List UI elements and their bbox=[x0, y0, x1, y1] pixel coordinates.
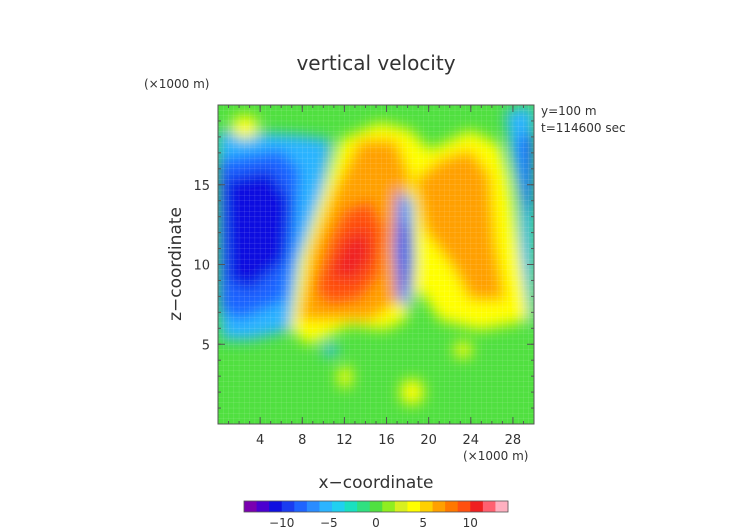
colorbar-swatch bbox=[294, 501, 308, 512]
colorbar-swatch bbox=[457, 501, 471, 512]
y-tick-label: 10 bbox=[193, 259, 210, 274]
axes: 4 8 12 16 20 24 28 5 10 15 bbox=[193, 105, 534, 448]
colorbar-swatch bbox=[495, 501, 509, 512]
colorbar-swatch bbox=[344, 501, 358, 512]
y-unit-label: (×1000 m) bbox=[144, 77, 209, 91]
x-tick-label: 16 bbox=[378, 433, 395, 448]
colorbar-swatch bbox=[319, 501, 333, 512]
x-tick-label: 24 bbox=[463, 433, 480, 448]
x-axis-label: x−coordinate bbox=[319, 473, 434, 493]
colorbar-swatch bbox=[357, 501, 371, 512]
colorbar-swatch bbox=[394, 501, 408, 512]
colorbar-swatch bbox=[269, 501, 283, 512]
x-unit-label: (×1000 m) bbox=[463, 449, 528, 463]
y-tick-label: 15 bbox=[193, 179, 210, 194]
x-tick-label: 28 bbox=[505, 433, 522, 448]
colorbar-tick-label: −5 bbox=[320, 516, 338, 530]
colorbar-swatch bbox=[332, 501, 346, 512]
colorbar-tick-label: 10 bbox=[463, 516, 478, 530]
colorbar-tick-label: 5 bbox=[419, 516, 427, 530]
annotation-t: t=114600 sec bbox=[541, 121, 626, 135]
x-tick-label: 8 bbox=[298, 433, 306, 448]
colorbar-swatch bbox=[420, 501, 434, 512]
x-tick-label: 12 bbox=[336, 433, 353, 448]
colorbar-swatch bbox=[470, 501, 484, 512]
colorbar-swatch bbox=[256, 501, 270, 512]
x-tick-label: 4 bbox=[256, 433, 264, 448]
colorbar-tick-label: 0 bbox=[372, 516, 380, 530]
colorbar-swatch bbox=[407, 501, 421, 512]
colorbar-swatch bbox=[445, 501, 459, 512]
colorbar-swatch bbox=[432, 501, 446, 512]
chart-title: vertical velocity bbox=[296, 51, 455, 75]
colorbar-tick-label: −10 bbox=[269, 516, 294, 530]
colorbar-swatch bbox=[382, 501, 396, 512]
contour-field bbox=[218, 105, 534, 424]
colorbar-swatch bbox=[369, 501, 383, 512]
colorbar: −10 −5 0 5 10 bbox=[243, 500, 509, 530]
colorbar-swatch bbox=[281, 501, 295, 512]
y-axis-label: z−coordinate bbox=[166, 207, 186, 321]
x-tick-label: 20 bbox=[420, 433, 437, 448]
colorbar-swatch bbox=[244, 501, 258, 512]
y-tick-label: 5 bbox=[202, 338, 210, 353]
annotation-y: y=100 m bbox=[541, 104, 597, 118]
colorbar-frame bbox=[243, 500, 509, 513]
colorbar-swatch bbox=[306, 501, 320, 512]
colorbar-swatch bbox=[482, 501, 496, 512]
